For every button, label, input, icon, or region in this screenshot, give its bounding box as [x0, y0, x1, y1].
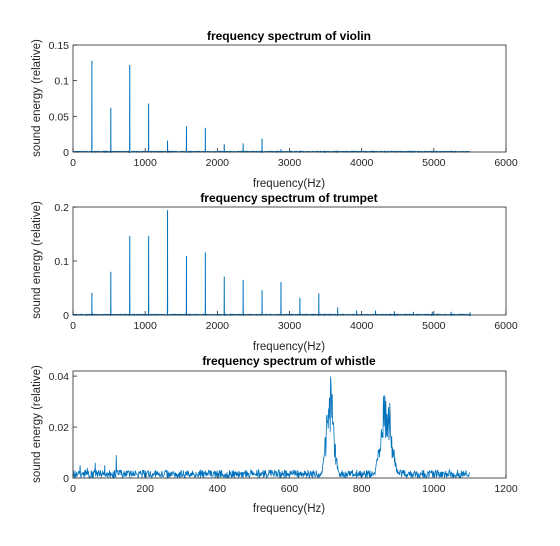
- violin-y-tick-label: 0.1: [54, 76, 69, 88]
- whistle-plot-frame: [72, 370, 507, 479]
- violin-y-tick-label: 0.05: [49, 111, 70, 123]
- whistle-spectrum-line: [72, 376, 470, 480]
- trumpet-x-tick-label: 6000: [494, 320, 518, 332]
- trumpet-chart-title: frequency spectrum of trumpet: [200, 191, 377, 205]
- trumpet-x-tick-label: 2000: [206, 320, 230, 332]
- violin-x-tick-label: 6000: [494, 157, 518, 169]
- trumpet-y-tick-label: 0: [63, 310, 69, 322]
- whistle-x-tick-label: 0: [70, 483, 76, 495]
- violin-x-tick-label: 1000: [133, 157, 157, 169]
- trumpet-x-tick-label: 3000: [278, 320, 302, 332]
- whistle-chart-title: frequency spectrum of whistle: [202, 354, 376, 368]
- trumpet-x-tick-label: 5000: [422, 320, 446, 332]
- whistle-y-tick-label: 0: [63, 473, 69, 485]
- violin-x-tick-label: 4000: [350, 157, 374, 169]
- violin-x-tick-label: 0: [70, 157, 76, 169]
- violin-x-tick-label: 3000: [278, 157, 302, 169]
- violin-x-tick-label: 5000: [422, 157, 446, 169]
- whistle-x-axis-label: frequency(Hz): [253, 503, 325, 515]
- whistle-x-tick-label: 800: [353, 483, 371, 495]
- trumpet-x-axis-label: frequency(Hz): [253, 341, 325, 353]
- violin-axis-ticks: 0 1000 2000 3000 4000 5000 6000 0 0.05 0.1 0.15: [49, 40, 518, 169]
- trumpet-y-tick-label: 0.2: [54, 202, 69, 214]
- violin-chart: frequency spectrum of violin sound energ…: [31, 29, 518, 190]
- violin-spectrum-line: [72, 60, 471, 154]
- whistle-x-tick-label: 600: [281, 483, 299, 495]
- violin-plot-frame: [72, 44, 507, 153]
- whistle-x-tick-label: 400: [209, 483, 227, 495]
- violin-chart-title: frequency spectrum of violin: [207, 29, 371, 43]
- violin-y-axis-label: sound energy (relative): [31, 39, 43, 157]
- violin-x-axis-label: frequency(Hz): [253, 178, 325, 190]
- whistle-y-tick-label: 0.02: [49, 422, 70, 434]
- whistle-y-axis-label: sound energy (relative): [31, 365, 43, 483]
- trumpet-x-tick-label: 1000: [133, 320, 157, 332]
- whistle-y-tick-label: 0.04: [49, 371, 70, 383]
- violin-y-tick-label: 0.15: [49, 40, 70, 52]
- trumpet-x-tick-label: 4000: [350, 320, 374, 332]
- whistle-x-tick-label: 1000: [422, 483, 446, 495]
- whistle-axis-ticks: 0 200 400 600 800 1000 1200 0 0.02 0.04: [49, 371, 518, 495]
- whistle-x-tick-label: 200: [136, 483, 154, 495]
- trumpet-x-tick-label: 0: [70, 320, 76, 332]
- trumpet-y-axis-label: sound energy (relative): [31, 201, 43, 319]
- trumpet-chart: frequency spectrum of trumpet sound ener…: [31, 191, 518, 353]
- whistle-chart: frequency spectrum of whistle sound ener…: [31, 354, 518, 515]
- trumpet-y-tick-label: 0.1: [54, 256, 69, 268]
- trumpet-axis-ticks: 0 1000 2000 3000 4000 5000 6000 0 0.1 0.2: [54, 202, 517, 332]
- violin-x-tick-label: 2000: [206, 157, 230, 169]
- violin-y-tick-label: 0: [63, 147, 69, 159]
- trumpet-spectrum-line: [72, 210, 471, 317]
- whistle-x-tick-label: 1200: [494, 483, 518, 495]
- trumpet-plot-frame: [72, 206, 507, 316]
